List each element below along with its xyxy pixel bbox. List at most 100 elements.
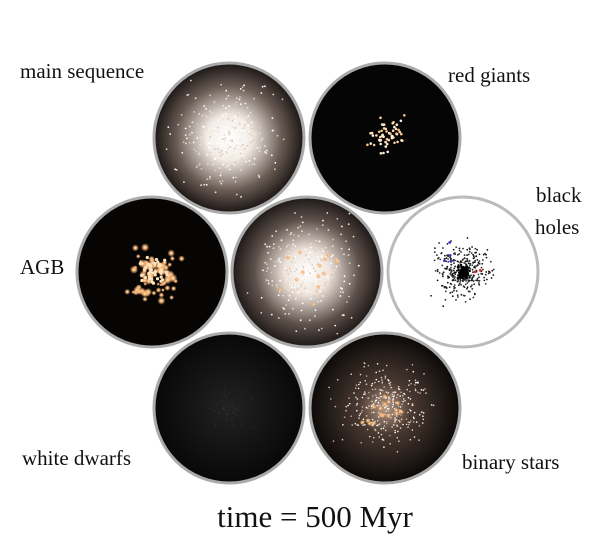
star (394, 420, 396, 422)
star (315, 284, 321, 290)
star (468, 276, 471, 279)
star (264, 145, 266, 148)
star (366, 143, 369, 147)
star (393, 394, 396, 397)
star-field (165, 79, 285, 198)
star (231, 119, 234, 122)
star (448, 276, 450, 279)
star (379, 393, 381, 396)
star (210, 141, 213, 144)
star (261, 85, 264, 88)
star (355, 396, 357, 399)
star (167, 249, 175, 257)
star (193, 148, 196, 151)
star (253, 157, 256, 160)
star (226, 412, 228, 414)
star (214, 169, 217, 172)
star (380, 389, 383, 392)
star (211, 119, 214, 122)
star (295, 268, 298, 271)
star (332, 267, 334, 270)
star (287, 288, 289, 291)
star (256, 147, 259, 149)
star (330, 279, 333, 281)
star (336, 332, 339, 335)
star (322, 250, 325, 253)
star (321, 270, 327, 276)
star (454, 265, 457, 268)
star (395, 400, 401, 406)
star (250, 127, 253, 130)
star (275, 230, 278, 233)
star (195, 166, 198, 168)
star (354, 422, 357, 425)
star (484, 273, 487, 276)
star (199, 143, 202, 146)
star (336, 218, 339, 220)
star (430, 294, 432, 297)
star (129, 265, 139, 274)
star (225, 166, 228, 169)
star (288, 244, 290, 246)
star (241, 143, 244, 146)
star (453, 284, 456, 286)
star (175, 169, 178, 171)
star (393, 141, 396, 145)
star (322, 295, 324, 297)
star (270, 313, 273, 316)
star (243, 148, 246, 150)
star (188, 133, 191, 136)
star (470, 252, 473, 255)
star (205, 183, 208, 186)
star (203, 105, 206, 107)
star (330, 274, 333, 276)
star (464, 260, 467, 263)
star (341, 225, 343, 228)
star (485, 271, 488, 273)
star (295, 330, 298, 333)
star (221, 407, 223, 410)
star (399, 119, 403, 123)
star (467, 253, 470, 256)
star (229, 145, 232, 148)
star (377, 432, 380, 434)
star (359, 381, 362, 384)
star (462, 258, 464, 261)
star (451, 291, 454, 294)
star (399, 420, 401, 423)
star (188, 125, 191, 128)
star (355, 387, 357, 389)
star (348, 212, 351, 215)
star (190, 79, 192, 82)
star (382, 427, 385, 430)
star (217, 131, 219, 133)
star (382, 151, 385, 155)
star (281, 98, 284, 101)
star (472, 280, 475, 282)
star (472, 257, 475, 260)
star (264, 85, 266, 88)
star (302, 265, 305, 268)
star (397, 128, 400, 132)
star (402, 423, 404, 426)
star (225, 107, 227, 109)
star (270, 271, 273, 274)
star (320, 255, 323, 258)
star (277, 317, 280, 319)
star (309, 261, 311, 264)
star (363, 362, 366, 364)
star (205, 108, 208, 110)
star (242, 142, 245, 145)
star (238, 122, 241, 125)
star (223, 393, 225, 395)
star (216, 142, 219, 145)
star (262, 269, 264, 272)
star (478, 253, 481, 256)
star (314, 309, 317, 311)
star (387, 392, 389, 395)
star (246, 119, 249, 121)
star (442, 247, 444, 249)
star (296, 289, 299, 292)
star (453, 289, 455, 292)
star (381, 438, 384, 441)
